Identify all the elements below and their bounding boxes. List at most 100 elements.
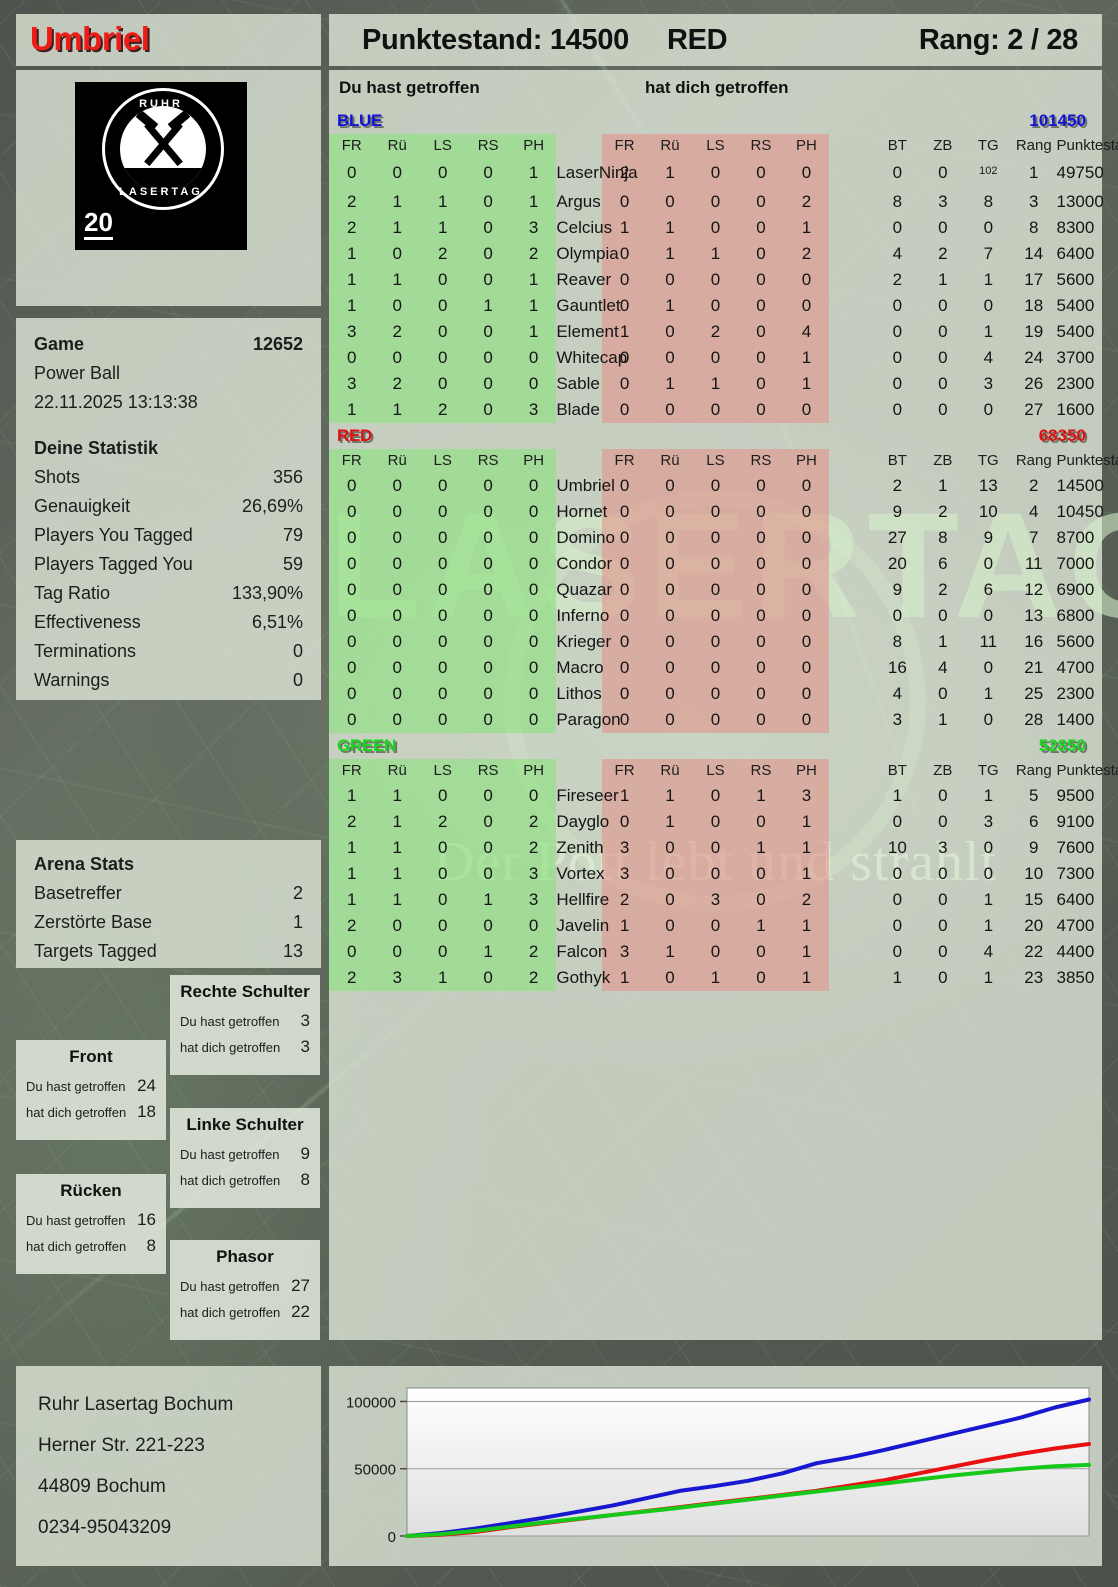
cell-them-RS: 0 [738,550,784,577]
cell-points: 7300 [1056,863,1095,883]
cell-you-PH: 1 [510,292,557,319]
player-name: Gauntlet [556,295,621,315]
cell-zb: 1 [938,269,948,289]
stat-row-label: Shots [34,467,81,487]
table-row: 1 1 0 0 0 Fireseer 1 1 0 1 3 1 0 1 5 9500 [329,782,1102,809]
player-name: Argus [556,191,601,211]
cell-zb: 0 [938,605,948,625]
stat-row-label: Tag Ratio [34,583,111,603]
stat-row-label: Players Tagged You [34,554,193,574]
cell-them-PH: 0 [783,396,830,423]
cell-them-PH: 0 [783,680,830,707]
cell-them-Rü: 0 [647,628,693,655]
col-header-you-FR: FR [329,448,375,473]
cell-them-RS: 1 [738,834,784,861]
col-header-you-Rü: Rü [374,448,420,473]
cell-you-Rü: 1 [374,782,420,809]
cell-bt: 1 [892,785,903,805]
cell-points: 1600 [1056,399,1095,419]
cell-points: 9100 [1056,811,1095,831]
col-header-them-FR: FR [601,448,648,473]
cell-them-FR: 2 [601,158,648,189]
col-header-points: Punktestand: [1056,761,1118,779]
cell-points: 6400 [1056,243,1095,263]
cell-bt: 9 [892,579,903,599]
table-row: 1 0 2 0 2 Olympia 0 1 1 0 2 4 2 7 14 6400 [329,240,1102,267]
cell-you-Rü: 0 [374,240,420,267]
cell-bt: 0 [892,321,903,341]
cell-them-FR: 0 [601,396,648,423]
cell-them-Rü: 0 [647,188,693,215]
body-part-hit-label: Du hast getroffen [180,1147,280,1162]
cell-zb: 2 [938,501,948,521]
cell-them-FR: 3 [601,938,648,965]
player-name: Fireseer [556,785,619,805]
cell-you-RS: 0 [465,370,511,397]
cell-bt: 0 [892,163,903,183]
column-header-row: FRRüLSRSPHFRRüLSRSPHBTZBTGRangPunktestan… [329,134,1118,158]
table-row: 0 0 0 0 0 Lithos 0 0 0 0 0 4 0 1 25 2300 [329,680,1102,707]
cell-rang: 26 [1024,373,1044,393]
body-part-right-shoulder: Rechte Schulter Du hast getroffen 3 hat dic… [170,975,320,1075]
cell-them-LS: 0 [692,808,739,835]
table-row: 1 1 0 0 3 Vortex 3 0 0 0 1 0 0 0 10 7300 [329,860,1102,887]
cell-spacer [829,577,874,603]
cell-them-RS: 0 [738,886,784,913]
cell-them-FR: 1 [601,912,648,939]
body-part-gothit-label: hat dich getroffen [180,1305,281,1320]
cell-spacer [829,655,874,681]
col-header-rang: Rang [1015,137,1052,154]
cell-spacer [829,603,874,629]
cell-tg: 4 [983,941,994,961]
player-rank: Rang: 2 / 28 [918,23,1078,56]
table-row: 0 0 0 0 0 Paragon 0 0 0 0 0 3 1 0 28 1400 [329,706,1102,733]
cell-them-LS: 0 [692,396,739,423]
cell-points: 13000 [1056,191,1104,211]
col-header-zb: ZB [933,761,953,779]
player-name: Javelin [556,915,610,935]
y-axis-tick-label: 100000 [346,1394,396,1411]
cell-zb: 0 [938,889,948,909]
cell-you-PH: 2 [510,834,557,861]
cell-points: 5400 [1056,295,1095,315]
cell-you-RS: 1 [465,292,511,319]
cell-spacer [829,913,874,939]
cell-them-Rü: 0 [647,706,693,733]
cell-them-Rü: 0 [647,602,693,629]
player-score: Punktestand: 14500 [362,23,629,56]
scoreboard-table: BLUE 101450 FR Rü LS RS PH FR Rü LS RS PH BT ZB TG Rang… [329,108,1118,991]
arena-row-label: Targets Tagged [34,941,157,961]
cell-them-LS: 0 [692,602,739,629]
cell-them-Rü: 1 [647,158,693,189]
cell-them-Rü: 0 [647,344,693,371]
cell-spacer [829,241,874,267]
team-header-row: BLUE 101450 [329,108,1102,134]
cell-tg: 8 [983,191,994,211]
cell-them-RS: 1 [738,912,784,939]
cell-them-PH: 0 [783,158,830,189]
col-header-them-Rü: Rü [647,758,693,783]
cell-them-Rü: 0 [647,834,693,861]
cell-rang: 20 [1024,915,1044,935]
cell-them-Rü: 1 [647,938,693,965]
cell-them-PH: 0 [783,292,830,319]
address-line-1: Ruhr Lasertag Bochum [38,1394,234,1415]
stat-row-value: 6,51% [251,612,303,632]
cell-tg: 1 [983,915,994,935]
cell-you-RS: 0 [465,524,511,551]
cell-zb: 1 [938,631,948,651]
table-row: 0 0 0 0 0 Hornet 0 0 0 0 0 9 2 10 4 10450 [329,498,1104,525]
stat-row-label: Effectiveness [34,612,141,632]
game-info-panel: Game 12652 Power Ball 22.11.2025 13:13:38… [16,318,321,700]
cell-you-RS: 0 [465,344,511,371]
cell-you-LS: 1 [419,964,466,991]
cell-them-FR: 1 [601,318,648,345]
table-row: 3 2 0 0 0 Sable 0 1 1 0 1 0 0 3 26 2300 [329,370,1102,397]
cell-spacer [829,371,874,397]
cell-zb: 2 [938,579,948,599]
table-row: 2 0 0 0 0 Javelin 1 0 0 1 1 0 0 1 20 4700 [329,912,1102,939]
cell-them-LS: 0 [692,834,739,861]
table-row: 2 1 1 0 3 Celcius 1 1 0 0 1 0 0 0 8 8300 [329,214,1102,241]
cell-tg: 1 [983,269,994,289]
table-row: 1 1 0 0 2 Zenith 3 0 0 1 1 10 3 0 9 7600 [329,834,1102,861]
